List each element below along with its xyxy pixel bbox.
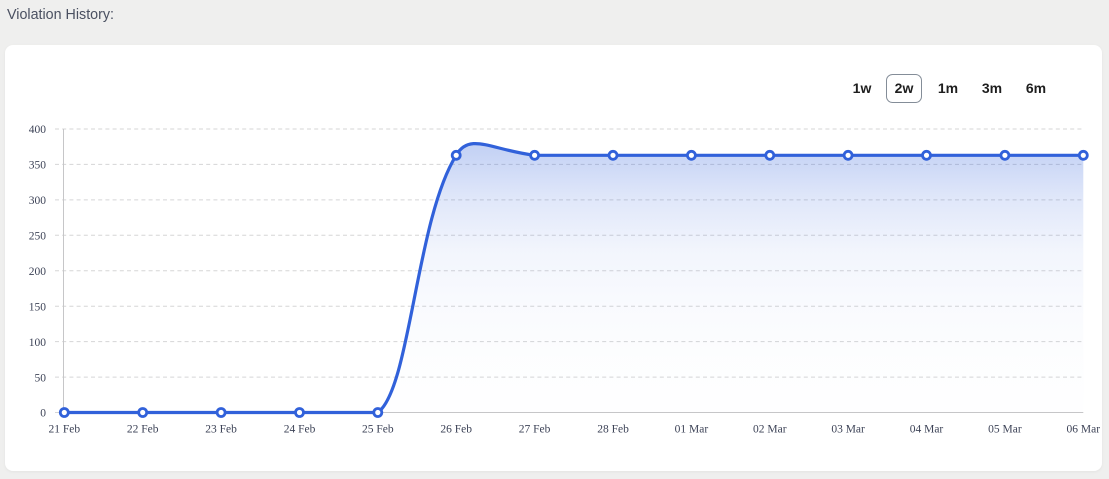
- svg-text:24 Feb: 24 Feb: [284, 424, 316, 436]
- svg-text:23 Feb: 23 Feb: [205, 424, 237, 436]
- svg-text:28 Feb: 28 Feb: [597, 424, 629, 436]
- svg-text:150: 150: [29, 301, 47, 313]
- svg-text:06 Mar: 06 Mar: [1067, 424, 1101, 436]
- svg-text:27 Feb: 27 Feb: [519, 424, 551, 436]
- svg-text:200: 200: [29, 266, 47, 278]
- svg-text:02 Mar: 02 Mar: [753, 424, 787, 436]
- svg-text:350: 350: [29, 160, 47, 172]
- svg-text:0: 0: [40, 408, 46, 420]
- svg-text:01 Mar: 01 Mar: [675, 424, 709, 436]
- svg-text:300: 300: [29, 195, 47, 207]
- svg-text:26 Feb: 26 Feb: [440, 424, 472, 436]
- svg-text:100: 100: [29, 337, 47, 349]
- svg-text:04 Mar: 04 Mar: [910, 424, 944, 436]
- svg-text:50: 50: [35, 372, 47, 384]
- svg-text:03 Mar: 03 Mar: [831, 424, 865, 436]
- svg-text:25 Feb: 25 Feb: [362, 424, 394, 436]
- svg-text:22 Feb: 22 Feb: [127, 424, 159, 436]
- svg-text:05 Mar: 05 Mar: [988, 424, 1022, 436]
- svg-text:250: 250: [29, 231, 47, 243]
- svg-text:400: 400: [29, 124, 47, 136]
- svg-text:21 Feb: 21 Feb: [48, 424, 80, 436]
